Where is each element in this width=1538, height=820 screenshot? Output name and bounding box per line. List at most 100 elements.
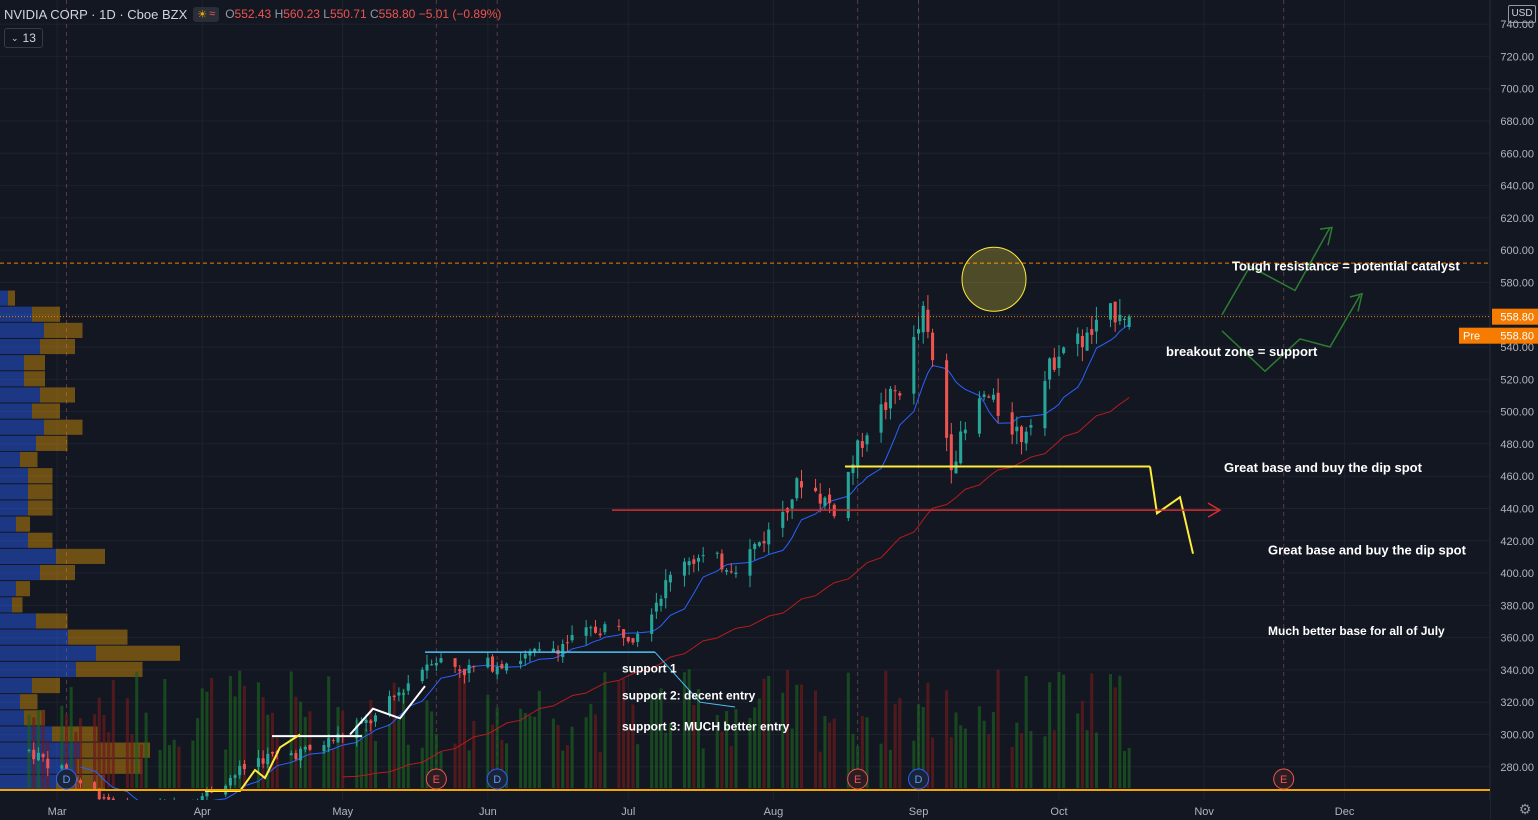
candle-body [603,624,607,633]
y-tick-label: 400.00 [1500,568,1534,580]
change-value: −5.01 (−0.89%) [418,7,502,21]
volume-bar [584,717,588,788]
candle-body [434,662,438,666]
volume-bar [388,723,392,788]
candle-body [392,695,396,697]
volume-profile-bar [0,403,32,419]
volume-profile-bar [0,613,36,629]
volume-bar [1015,722,1019,788]
volume-bar [331,749,335,788]
y-tick-label: 720.00 [1500,51,1534,63]
candle-body [355,725,359,739]
volume-bar [631,704,635,788]
candle-body [97,790,101,800]
candle-body [823,497,827,506]
x-tick-label: Mar [48,806,67,818]
candle-body [528,651,532,656]
price-axis-panel [1490,0,1538,820]
volume-bar [172,739,176,788]
volume-bar [472,720,476,788]
candle-body [898,393,902,396]
candle-body [551,648,555,652]
candle-body [767,529,771,545]
volume-bar [177,746,181,788]
candle-body [931,332,935,361]
volume-bar [654,692,658,788]
candle-body [799,481,804,488]
candle-body [781,511,785,528]
candle-body [261,758,265,764]
candle-body [490,656,495,672]
volume-bar [322,749,326,788]
candle-body [303,746,307,750]
volume-bar [355,719,359,788]
volume-profile-bar [0,710,24,726]
volume-bar [757,698,761,788]
volume-bar [1085,730,1089,788]
volume-bar [406,744,410,788]
volume-bar [519,708,523,788]
volume-bar [490,724,495,788]
candle-body [725,570,729,572]
volume-bar [1108,674,1112,788]
candle-body [238,765,242,776]
candle-body [519,660,523,665]
candle-body [959,431,963,464]
candle-body [256,758,260,768]
volume-bar [1062,674,1066,788]
volume-bar [823,715,827,788]
candle-body [879,404,883,433]
volume-bar [977,706,981,788]
green-arrow-head-2 [1349,292,1364,312]
event-label: E [1280,774,1287,786]
volume-bar [931,737,935,788]
candle-body [561,644,565,658]
currency-label[interactable]: USD [1508,5,1536,23]
volume-bar [261,697,265,788]
volume-bar [430,711,434,788]
volume-bar [991,712,995,788]
volume-bar [650,693,654,788]
volume-bar [945,690,949,788]
sun-icon: ☀ [197,8,208,21]
candle-body [912,336,916,394]
candle-body [60,765,64,769]
candle-body [814,487,818,492]
indicator-toggle[interactable]: ⌄ 13 [4,28,43,48]
candle-body [1076,333,1080,344]
close-value: 558.80 [378,7,416,21]
volume-bar [139,744,143,788]
y-tick-label: 280.00 [1500,762,1534,774]
candle-body [762,541,766,544]
candle-body [622,629,626,638]
candle-body [991,394,995,400]
volume-bar [420,747,424,788]
candle-body [205,789,209,797]
candle-body [107,796,111,800]
y-tick-label: 340.00 [1500,665,1534,677]
wave-icon: ≈ [209,8,216,20]
volume-bar [828,722,832,788]
volume-profile-bar [28,532,53,548]
x-tick-label: Jul [621,806,635,818]
candle-body [41,754,45,758]
volume-bar [687,669,691,788]
candle-body [472,666,476,668]
candle-body [364,719,368,723]
volume-bar [734,709,738,788]
market-status-badge[interactable]: ☀ ≈ [193,6,220,22]
gear-icon[interactable]: ⚙ [1518,801,1532,817]
volume-bar [1123,751,1127,788]
volume-profile-bar [8,290,15,306]
symbol-title[interactable]: NVIDIA CORP · 1D · Cboe BZX [4,6,188,22]
candle-body [753,543,757,550]
volume-bar [392,682,396,788]
volume-bar [664,732,668,788]
volume-bar [785,669,789,788]
volume-profile-bar [44,322,83,338]
volume-bar [130,733,134,788]
chart-header: NVIDIA CORP · 1D · Cboe BZX ☀ ≈ O552.43 … [4,5,501,23]
volume-profile-bar [0,306,32,322]
volume-bar [1043,736,1047,788]
